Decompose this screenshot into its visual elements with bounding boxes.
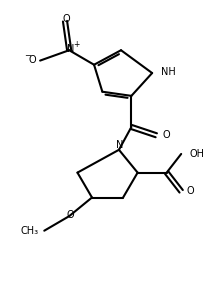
Text: O: O: [162, 130, 170, 140]
Text: CH₃: CH₃: [20, 226, 39, 236]
Text: O: O: [66, 210, 74, 220]
Text: O: O: [29, 55, 36, 65]
Text: OH: OH: [189, 149, 204, 159]
Text: O: O: [187, 186, 195, 196]
Text: O: O: [62, 14, 70, 24]
Text: +: +: [73, 40, 79, 49]
Text: −: −: [24, 52, 31, 61]
Text: N: N: [66, 44, 74, 54]
Text: NH: NH: [161, 67, 176, 77]
Text: N: N: [116, 140, 123, 150]
